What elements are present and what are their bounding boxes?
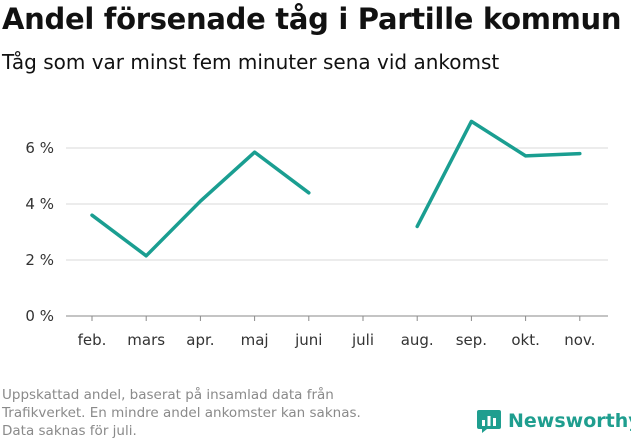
x-tick-label: nov.	[564, 331, 595, 349]
newsworthy-logo-icon	[477, 410, 501, 433]
chart-title: Andel försenade tåg i Partille kommun	[2, 2, 622, 36]
x-tick-label: sep.	[456, 331, 487, 349]
x-tick-label: feb.	[78, 331, 107, 349]
x-tick-label: juli	[351, 331, 374, 349]
footnote-line: Uppskattad andel, baserat på insamlad da…	[2, 387, 334, 403]
x-tick-label: maj	[241, 331, 269, 349]
y-tick-label: 6 %	[25, 139, 54, 157]
y-tick-label: 0 %	[25, 307, 54, 325]
footnote-line: Trafikverket. En mindre andel ankomster …	[2, 405, 361, 421]
footnote-line: Data saknas för juli.	[2, 423, 137, 439]
y-tick-label: 4 %	[25, 195, 54, 213]
brand-name: Newsworthy	[508, 410, 631, 432]
footnote: Uppskattad andel, baserat på insamlad da…	[2, 386, 432, 440]
x-tick-label: apr.	[186, 331, 214, 349]
chart-subtitle: Tåg som var minst fem minuter sena vid a…	[2, 50, 500, 74]
brand-logo: Newsworthy	[476, 408, 631, 434]
line-chart: 0 % 2 % 4 % 6 % feb. mars apr. maj juni juli aug. s…	[25, 119, 608, 349]
x-tick-label: okt.	[511, 331, 540, 349]
x-tick-label: aug.	[401, 331, 434, 349]
x-tick-label: mars	[127, 331, 165, 349]
series-line	[90, 150, 311, 258]
y-tick-label: 2 %	[25, 251, 54, 269]
x-tick-label: juni	[294, 331, 322, 349]
series-line	[415, 119, 582, 229]
